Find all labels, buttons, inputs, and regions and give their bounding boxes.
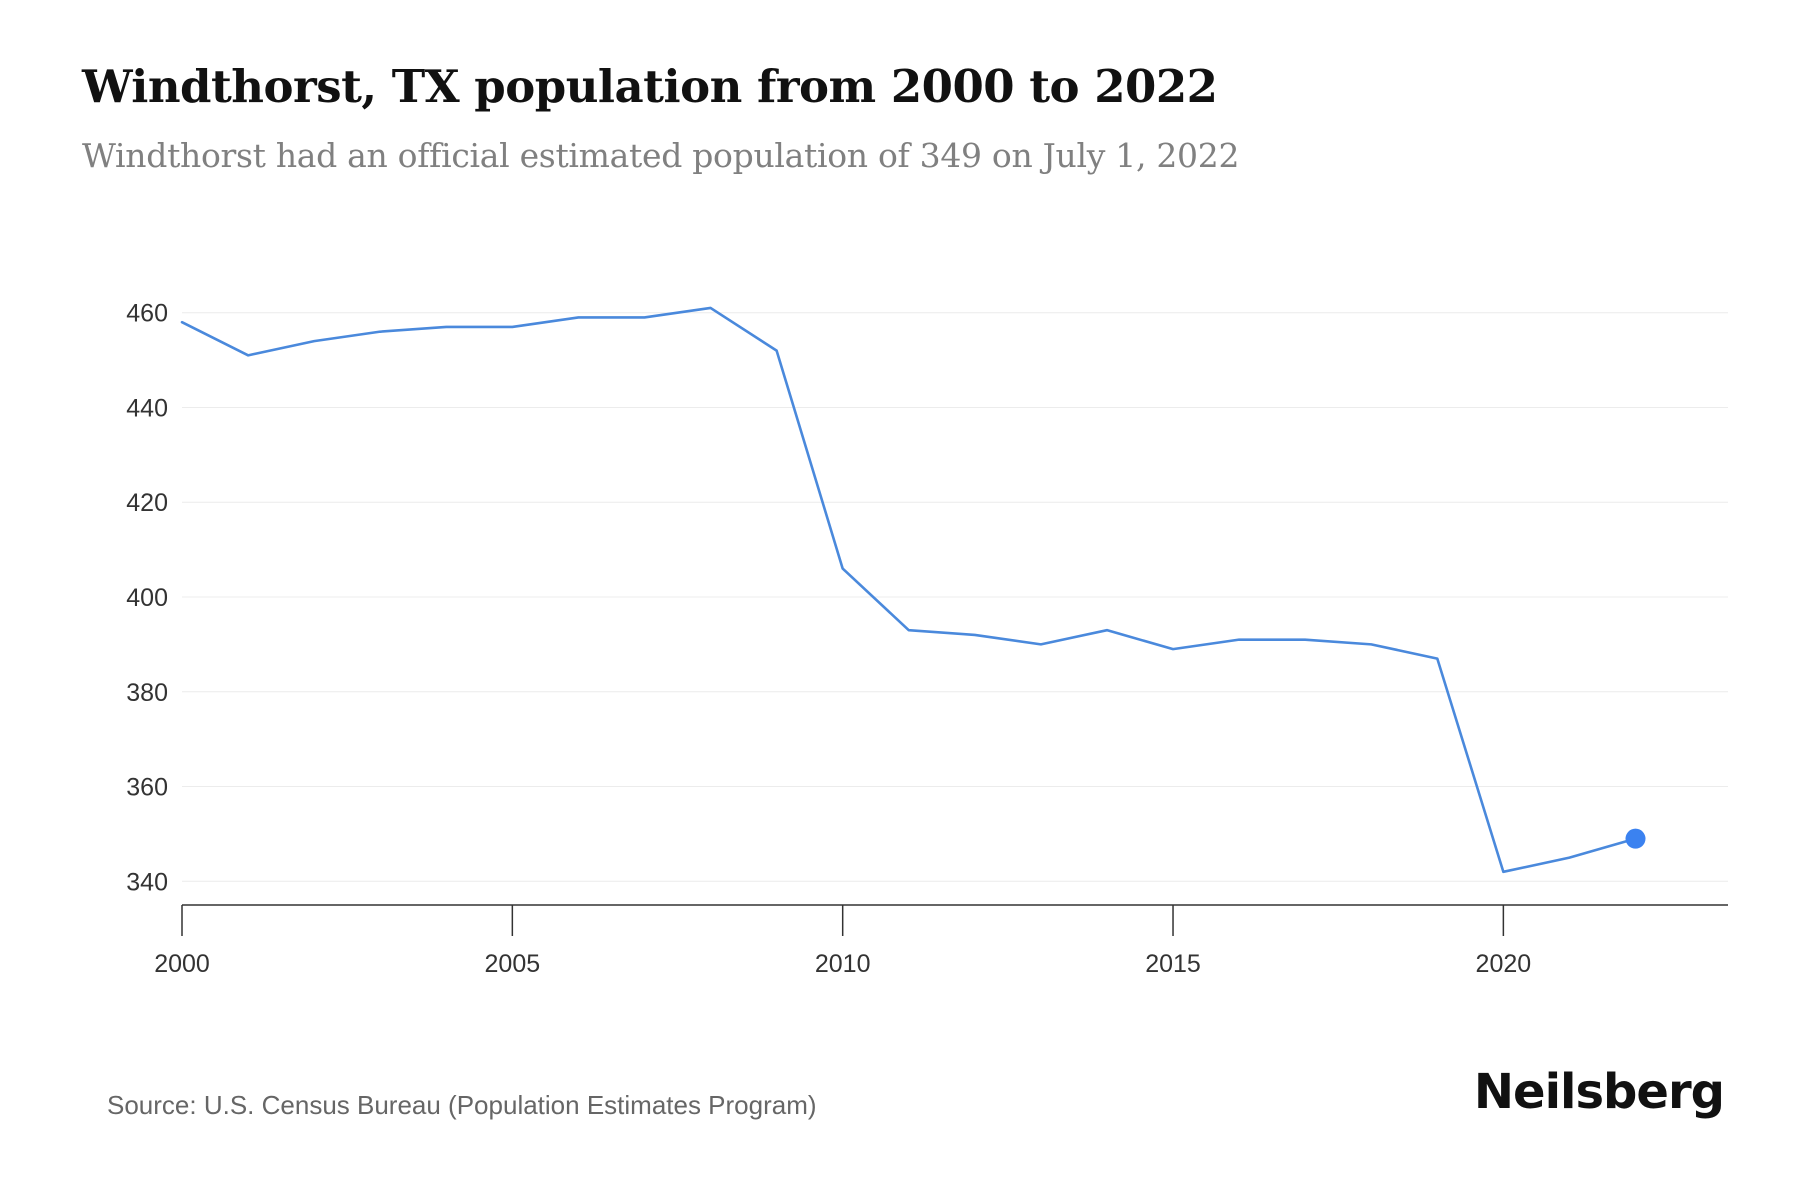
data-point-2020 — [1501, 870, 1505, 874]
data-point-2019 — [1435, 657, 1439, 661]
data-point-2010 — [841, 567, 845, 571]
y-axis-tick-labels: 340 360 380 400 420 440 460 — [126, 300, 168, 897]
data-point-2013 — [1039, 642, 1043, 646]
data-point-2014 — [1105, 628, 1109, 632]
population-series-line — [180, 306, 1637, 874]
y-tick-label-340: 340 — [126, 868, 168, 896]
y-tick-label-400: 400 — [126, 584, 168, 612]
data-point-2018 — [1369, 642, 1373, 646]
chart-title: Windthorst, TX population from 2000 to 2… — [82, 60, 1218, 113]
data-point-2011 — [907, 628, 911, 632]
data-point-2002 — [312, 339, 316, 343]
chart-subtitle: Windthorst had an official estimated pop… — [82, 136, 1240, 175]
data-point-2021 — [1567, 856, 1571, 860]
brand-logo: Neilsberg — [1473, 1064, 1725, 1120]
y-tick-label-380: 380 — [126, 679, 168, 707]
series-layer — [180, 306, 1646, 874]
y-tick-label-460: 460 — [126, 300, 168, 328]
data-point-2008 — [709, 306, 713, 310]
data-point-2015 — [1171, 647, 1175, 651]
data-point-2003 — [378, 330, 382, 334]
gridlines — [182, 312, 1728, 882]
data-point-2016 — [1237, 638, 1241, 642]
y-tick-label-440: 440 — [126, 394, 168, 422]
data-point-2012 — [973, 633, 977, 637]
data-point-2005 — [510, 325, 514, 329]
data-point-2001 — [246, 353, 250, 357]
data-point-2007 — [642, 315, 646, 319]
data-point-2006 — [576, 315, 580, 319]
data-point-2017 — [1303, 638, 1307, 642]
last-point-marker — [1625, 828, 1646, 849]
x-tick-label-2010: 2010 — [815, 950, 871, 978]
y-tick-label-420: 420 — [126, 489, 168, 517]
data-point-2004 — [444, 325, 448, 329]
x-tick-label-2000: 2000 — [154, 950, 210, 978]
y-tick-label-360: 360 — [126, 774, 168, 802]
x-tick-label-2020: 2020 — [1476, 950, 1532, 978]
x-tick-label-2015: 2015 — [1145, 950, 1201, 978]
data-point-2009 — [775, 349, 779, 353]
x-axis: 2000 2005 2010 2015 2020 — [154, 904, 1728, 978]
source-note: Source: U.S. Census Bureau (Population E… — [107, 1090, 817, 1120]
x-tick-label-2005: 2005 — [485, 950, 541, 978]
data-point-2000 — [180, 320, 184, 324]
